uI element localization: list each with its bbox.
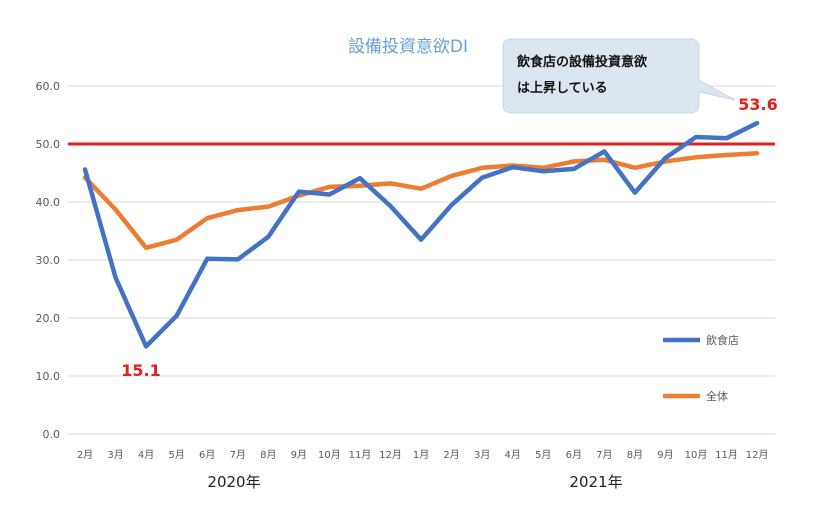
x-tick-label: 4月 xyxy=(138,449,154,461)
callout: 飲食店の設備投資意欲 は上昇している xyxy=(502,38,736,114)
x-tick-label: 7月 xyxy=(230,449,246,461)
legend-label-全体: 全体 xyxy=(706,389,728,403)
x-tick-label: 1月 xyxy=(413,449,429,461)
legend-label-飲食店: 飲食店 xyxy=(706,333,739,347)
x-tick-label: 7月 xyxy=(596,449,612,461)
y-tick-label: 50.0 xyxy=(36,138,61,151)
chart-title: 設備投資意欲DI xyxy=(348,37,468,57)
y-tick-label: 20.0 xyxy=(36,312,61,325)
x-tick-label: 11月 xyxy=(349,449,372,461)
x-axis-ticks: 2月 3月 4月 5月 6月 7月 8月 9月 10月 11月 12月 1月 2月 3月 4月 5月 6月 7月 8… xyxy=(77,449,769,461)
y-tick-label: 30.0 xyxy=(36,254,61,267)
x-tick-label: 6月 xyxy=(566,449,582,461)
legend: 飲食店 全体 xyxy=(663,333,739,403)
series-line-飲食店 xyxy=(82,120,760,349)
x-tick-label: 9月 xyxy=(291,449,307,461)
y-tick-label: 0.0 xyxy=(43,428,61,441)
x-tick-label: 9月 xyxy=(657,449,673,461)
x-tick-label: 12月 xyxy=(379,449,402,461)
min-value-label: 15.1 xyxy=(121,361,160,380)
year-label-2020: 2020年 xyxy=(207,473,260,491)
x-tick-label: 5月 xyxy=(168,449,184,461)
x-tick-label: 5月 xyxy=(535,449,551,461)
y-axis-ticks: 0.0 10.0 20.0 30.0 40.0 50.0 60.0 xyxy=(36,80,61,441)
x-tick-label: 8月 xyxy=(260,449,276,461)
gridlines xyxy=(68,85,775,435)
x-tick-label: 3月 xyxy=(474,449,490,461)
x-tick-label: 2月 xyxy=(443,449,459,461)
x-tick-label: 11月 xyxy=(715,449,738,461)
x-tick-label: 12月 xyxy=(746,449,769,461)
x-tick-label: 2月 xyxy=(77,449,93,461)
y-tick-label: 60.0 xyxy=(36,80,61,93)
series-line-全体 xyxy=(82,151,760,251)
callout-line-1: 飲食店の設備投資意欲 xyxy=(516,54,647,70)
callout-line-2: は上昇している xyxy=(517,81,608,96)
y-tick-label: 40.0 xyxy=(36,196,61,209)
x-tick-label: 8月 xyxy=(627,449,643,461)
callout-bubble xyxy=(502,38,736,114)
y-tick-label: 10.0 xyxy=(36,370,61,383)
x-tick-label: 10月 xyxy=(318,449,341,461)
year-label-2021: 2021年 xyxy=(569,473,622,491)
x-tick-label: 6月 xyxy=(199,449,215,461)
x-tick-label: 4月 xyxy=(505,449,521,461)
x-tick-label: 10月 xyxy=(685,449,708,461)
max-value-label: 53.6 xyxy=(738,95,777,114)
x-tick-label: 3月 xyxy=(107,449,123,461)
